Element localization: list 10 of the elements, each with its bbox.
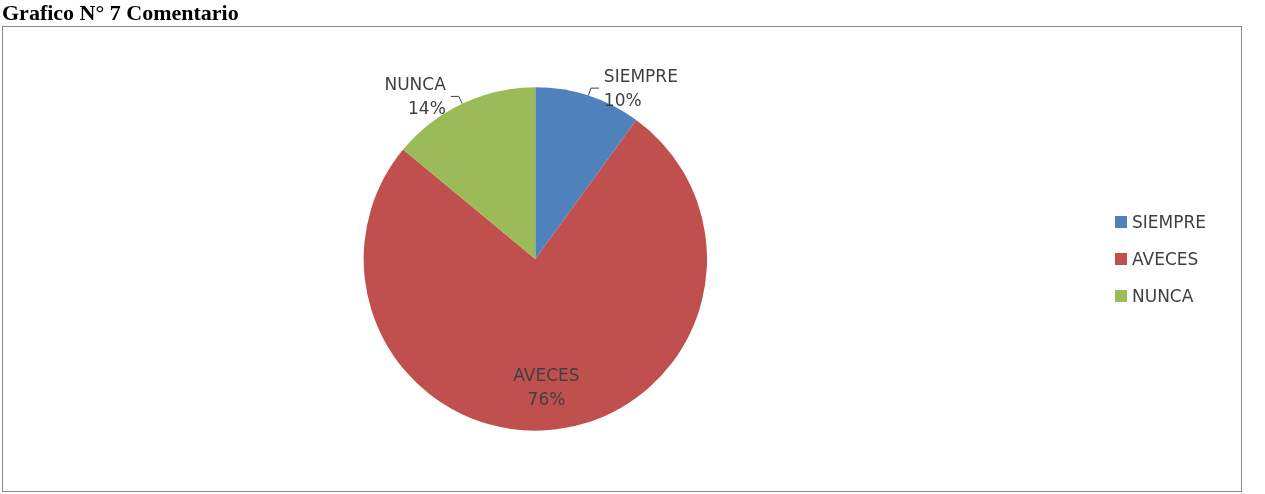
data-label: 76% [527, 389, 566, 410]
text: Grafico N° 7 Comentario [2, 0, 239, 26]
slice-label: NUNCA [384, 74, 447, 95]
data-label: 14% [408, 98, 446, 119]
slice-label: SIEMPRE [603, 66, 678, 87]
legend-label: SIEMPRE [1131, 212, 1207, 232]
legend-label: AVECES [1131, 249, 1199, 269]
data-label: 10% [603, 90, 642, 111]
slice-label: AVECES [513, 365, 580, 386]
legend-label: NUNCA [1131, 286, 1194, 306]
